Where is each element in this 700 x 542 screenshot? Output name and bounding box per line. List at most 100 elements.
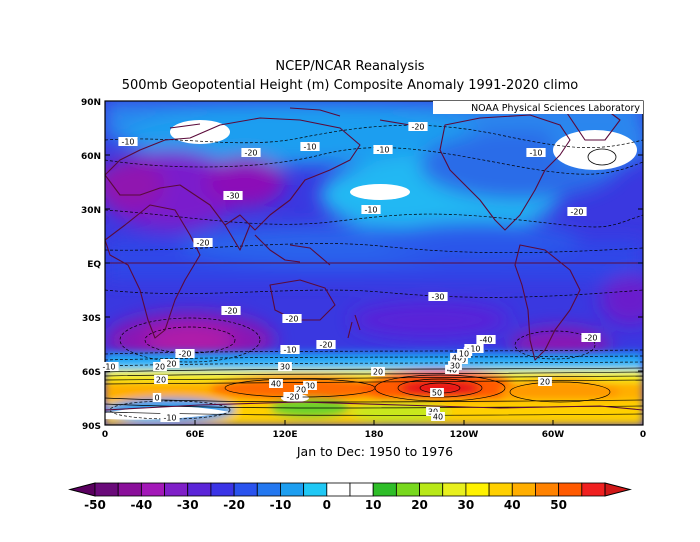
lat-label: 30S [82, 314, 101, 324]
colorbar-swatch [442, 482, 467, 497]
colorbar-swatch [535, 482, 560, 497]
colorbar-label: 50 [550, 498, 567, 512]
svg-text:-20: -20 [285, 315, 298, 324]
svg-text:-20: -20 [570, 208, 583, 217]
colorbar-swatch [210, 482, 235, 497]
contour-label: 40 [450, 353, 464, 363]
contour-label: -10 [361, 205, 381, 215]
svg-text:50: 50 [432, 389, 442, 398]
colorbar-swatch [233, 482, 258, 497]
lat-label: 60S [82, 368, 101, 378]
credit-box [433, 101, 643, 114]
contour-label: -20 [283, 392, 303, 402]
colorbar-swatch [326, 482, 351, 497]
contour-label: 40 [431, 412, 445, 422]
svg-text:-20: -20 [178, 350, 191, 359]
svg-text:-10: -10 [163, 414, 176, 423]
svg-text:20: 20 [296, 386, 306, 395]
svg-text:-20: -20 [196, 239, 209, 248]
lon-label: 60W [542, 430, 565, 440]
lon-label: 0 [102, 430, 108, 440]
svg-text:-30: -30 [226, 192, 239, 201]
contour-label: -20 [175, 349, 195, 359]
colorbar-label: 10 [365, 498, 382, 512]
colorbar-swatch [117, 482, 142, 497]
contour-label: -30 [428, 292, 448, 302]
contour-label: -10 [99, 362, 119, 372]
colorbar-swatch [94, 482, 119, 497]
colorbar-label: 40 [504, 498, 521, 512]
contour-label: -10 [464, 344, 484, 354]
svg-text:-10: -10 [102, 363, 115, 372]
contour-label: -10 [373, 145, 393, 155]
contour-label: -20 [221, 306, 241, 316]
lon-label: 0 [640, 430, 646, 440]
contour-labels: -10-20-10 -10-20 -10-30-10 -20-20-30-20-20-… [99, 122, 601, 423]
contour-label: -10 [300, 142, 320, 152]
contour-label: 50 [430, 388, 444, 398]
lon-label: 120E [273, 430, 298, 440]
contour-label: -20 [282, 314, 302, 324]
contour-label: 30 [448, 361, 462, 371]
contour-label: 30 [303, 381, 317, 391]
colorbar-label: -20 [223, 498, 245, 512]
svg-text:-20: -20 [163, 360, 176, 369]
svg-text:20: 20 [155, 363, 165, 372]
colorbar-min-arrow [68, 482, 96, 497]
contour-label: -10 [280, 345, 300, 355]
contour-label: 20 [154, 375, 168, 385]
contour-label: 20 [371, 367, 385, 377]
contour-label: -10 [118, 137, 138, 147]
colorbar-label: -30 [177, 498, 199, 512]
contour-label: -20 [193, 238, 213, 248]
svg-text:-10: -10 [467, 345, 480, 354]
svg-text:-20: -20 [319, 341, 332, 350]
colorbar-swatch [349, 482, 374, 497]
contour-label: 40 [269, 379, 283, 389]
colorbar-label: 0 [323, 498, 331, 512]
contour-label: -30 [223, 191, 243, 201]
svg-text:30: 30 [450, 362, 460, 371]
lon-label: 120W [450, 430, 479, 440]
colorbar-swatch [372, 482, 397, 497]
lat-label: EQ [87, 260, 101, 270]
contour-label: -10 [160, 413, 180, 423]
colorbar: -50 -40 -30 -20 -10 0 10 20 30 40 50 [68, 482, 632, 512]
contour-label: -20 [408, 122, 428, 132]
svg-text:-20: -20 [224, 307, 237, 316]
svg-text:20: 20 [540, 378, 550, 387]
svg-text:30: 30 [305, 382, 315, 391]
svg-text:-20: -20 [411, 123, 424, 132]
credit-text: NOAA Physical Sciences Laboratory [471, 103, 640, 114]
svg-text:-10: -10 [121, 138, 134, 147]
svg-text:-20: -20 [244, 149, 257, 158]
svg-text:-10: -10 [303, 143, 316, 152]
contour-label: 0 [152, 393, 162, 403]
colorbar-swatch [488, 482, 513, 497]
svg-text:20: 20 [156, 376, 166, 385]
svg-text:-30: -30 [431, 293, 444, 302]
chart-subtitle: 500mb Geopotential Height (m) Composite … [121, 78, 579, 93]
colorbar-swatch [280, 482, 305, 497]
contour-label: 10 [457, 349, 471, 359]
colorbar-swatch [581, 482, 606, 497]
contour-label: -20 [316, 340, 336, 350]
svg-text:-20: -20 [286, 393, 299, 402]
svg-text:-10: -10 [364, 206, 377, 215]
contour-label: -20 [160, 359, 180, 369]
colorbar-max-arrow [604, 482, 632, 497]
svg-text:30: 30 [280, 363, 290, 372]
contour-label: -10 [526, 148, 546, 158]
svg-text:-10: -10 [283, 346, 296, 355]
svg-text:-40: -40 [479, 336, 492, 345]
contour-label: -20 [581, 333, 601, 343]
colorbar-swatch [303, 482, 328, 497]
svg-text:-20: -20 [584, 334, 597, 343]
colorbar-swatch [465, 482, 490, 497]
contour-label: 20 [294, 385, 308, 395]
contour-label: 20 [538, 377, 552, 387]
lat-label: 90S [82, 422, 101, 432]
chart-title: NCEP/NCAR Reanalysis [275, 59, 425, 74]
svg-text:0: 0 [154, 394, 159, 403]
